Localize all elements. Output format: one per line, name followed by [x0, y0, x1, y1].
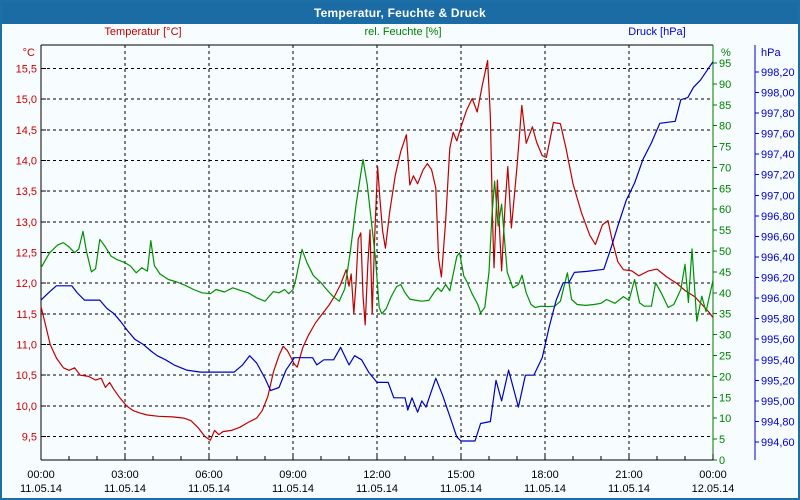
svg-text:12.05.14: 12.05.14 — [692, 483, 735, 495]
svg-text:998,20: 998,20 — [761, 67, 795, 79]
svg-text:998,00: 998,00 — [761, 87, 795, 99]
svg-text:11.05.14: 11.05.14 — [608, 483, 650, 495]
svg-text:00:00: 00:00 — [699, 469, 727, 481]
temperatur-series-line — [40, 59, 714, 441]
svg-text:30: 30 — [719, 330, 731, 342]
svg-text:60: 60 — [719, 204, 731, 216]
svg-text:15: 15 — [719, 392, 731, 404]
svg-text:11.05.14: 11.05.14 — [104, 483, 146, 495]
svg-text:996,00: 996,00 — [761, 293, 795, 305]
svg-text:997,40: 997,40 — [761, 149, 795, 161]
humidity-unit-label: % — [721, 47, 731, 59]
svg-text:15:00: 15:00 — [447, 469, 475, 481]
svg-text:90: 90 — [719, 79, 731, 91]
svg-text:11.05.14: 11.05.14 — [20, 483, 62, 495]
svg-text:25: 25 — [719, 351, 731, 363]
svg-text:996,80: 996,80 — [761, 211, 795, 223]
axis-unit-labels: °C% hPa — [23, 47, 782, 59]
svg-text:996,40: 996,40 — [761, 252, 795, 264]
svg-text:10,5: 10,5 — [16, 370, 37, 382]
svg-text:11.05.14: 11.05.14 — [188, 483, 230, 495]
pressure-unit-label: hPa — [761, 47, 781, 59]
svg-text:45: 45 — [719, 267, 731, 279]
svg-text:995,80: 995,80 — [761, 314, 795, 326]
svg-text:13,0: 13,0 — [16, 217, 37, 229]
legend-temperature-label: Temperatur [°C] — [104, 26, 182, 38]
svg-text:995,40: 995,40 — [761, 355, 795, 367]
svg-text:15,5: 15,5 — [16, 63, 37, 75]
svg-text:18:00: 18:00 — [531, 469, 559, 481]
svg-text:995,20: 995,20 — [761, 375, 795, 387]
druck-series-line — [40, 61, 714, 442]
svg-text:65: 65 — [719, 183, 731, 195]
temp-unit-label: °C — [23, 47, 35, 59]
svg-text:997,80: 997,80 — [761, 108, 795, 120]
svg-text:11.05.14: 11.05.14 — [440, 483, 482, 495]
rel-feuchte-series-line — [40, 158, 714, 322]
humidity-axis-tick-labels: 0 5 10 15 20 25 30 35 40 45 50 55 60 65 70 75 80 85 90 95 — [713, 58, 731, 467]
svg-text:5: 5 — [719, 434, 725, 446]
svg-text:997,20: 997,20 — [761, 170, 795, 182]
pressure-axis-tick-labels: 994,60 994,80 995,00 995,20 995,40 995,60 995,… — [755, 67, 795, 449]
svg-text:994,60: 994,60 — [761, 437, 795, 449]
svg-text:40: 40 — [719, 288, 731, 300]
title-bar: Temperatur, Feuchte & Druck — [2, 2, 798, 24]
grid-lines — [41, 45, 713, 460]
svg-text:50: 50 — [719, 246, 731, 258]
svg-text:11.05.14: 11.05.14 — [272, 483, 314, 495]
svg-text:06:00: 06:00 — [195, 469, 223, 481]
legend-pressure-label: Druck [hPa] — [628, 26, 686, 38]
svg-text:80: 80 — [719, 121, 731, 133]
svg-text:21:00: 21:00 — [615, 469, 643, 481]
svg-text:12,0: 12,0 — [16, 278, 37, 290]
svg-text:12:00: 12:00 — [363, 469, 391, 481]
legend-humidity-label: rel. Feuchte [%] — [364, 26, 442, 38]
svg-text:20: 20 — [719, 371, 731, 383]
svg-text:997,60: 997,60 — [761, 129, 795, 141]
svg-text:13,5: 13,5 — [16, 186, 37, 198]
svg-text:03:00: 03:00 — [111, 469, 139, 481]
svg-text:55: 55 — [719, 225, 731, 237]
svg-text:11,0: 11,0 — [16, 340, 37, 352]
svg-text:12,5: 12,5 — [16, 248, 37, 260]
temp-axis-tick-labels: 9,5 10,0 10,5 11,0 11,5 12,0 12,5 13,0 13,5 14,0 1… — [16, 63, 46, 444]
svg-text:997,00: 997,00 — [761, 190, 795, 202]
svg-text:09:00: 09:00 — [279, 469, 307, 481]
svg-text:9,5: 9,5 — [22, 432, 37, 444]
svg-text:15,0: 15,0 — [16, 94, 37, 106]
svg-text:14,0: 14,0 — [16, 155, 37, 167]
svg-text:0: 0 — [719, 455, 725, 467]
svg-text:75: 75 — [719, 142, 731, 154]
series-lines — [40, 59, 714, 442]
svg-text:994,80: 994,80 — [761, 416, 795, 428]
svg-text:35: 35 — [719, 309, 731, 321]
svg-text:00:00: 00:00 — [27, 469, 55, 481]
svg-text:11.05.14: 11.05.14 — [524, 483, 566, 495]
svg-text:10: 10 — [719, 413, 731, 425]
svg-text:996,60: 996,60 — [761, 231, 795, 243]
svg-text:85: 85 — [719, 100, 731, 112]
svg-text:11,5: 11,5 — [16, 309, 37, 321]
svg-text:11.05.14: 11.05.14 — [356, 483, 398, 495]
svg-text:995,60: 995,60 — [761, 334, 795, 346]
svg-text:995,00: 995,00 — [761, 396, 795, 408]
svg-text:14,5: 14,5 — [16, 125, 37, 137]
svg-text:95: 95 — [719, 58, 731, 70]
svg-text:10,0: 10,0 — [16, 401, 37, 413]
svg-text:70: 70 — [719, 162, 731, 174]
x-axis-tick-labels: 00:00 11.05.14 03:00 11.05.14 06:00 11.05.14 0… — [20, 454, 734, 495]
window-title: Temperatur, Feuchte & Druck — [314, 6, 486, 20]
svg-text:996,20: 996,20 — [761, 273, 795, 285]
